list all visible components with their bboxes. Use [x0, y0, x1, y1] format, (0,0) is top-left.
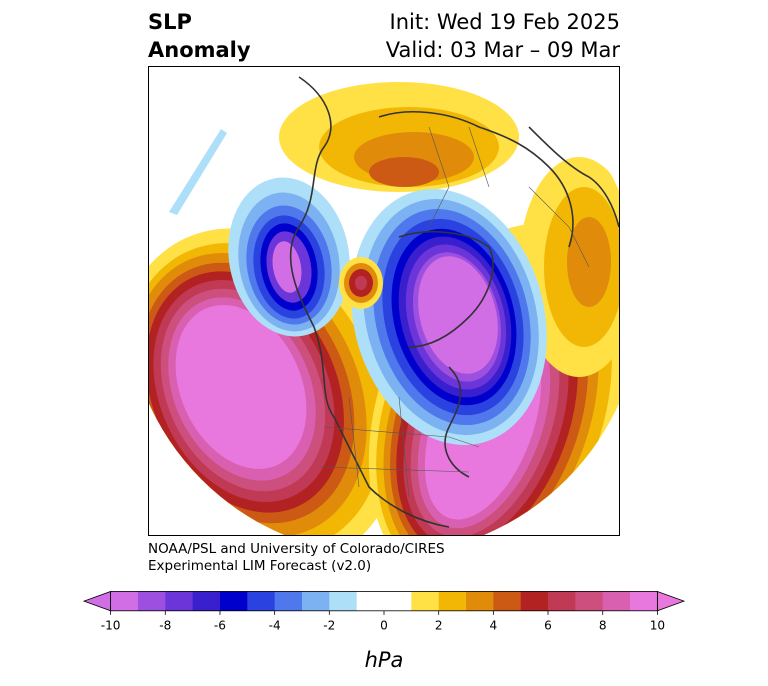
- colorbar-cell: [438, 591, 467, 611]
- colorbar: -10 -8 -6 -4 -2 0 2 4 6 8 10: [82, 590, 686, 632]
- colorbar-cell: [329, 591, 358, 611]
- colorbar-tick-label: 2: [435, 618, 443, 632]
- colorbar-tick-label: -6: [214, 618, 226, 632]
- valid-range: Valid: 03 Mar – 09 Mar: [385, 38, 620, 62]
- colorbar-cell: [575, 591, 604, 611]
- init-date: Init: Wed 19 Feb 2025: [389, 10, 620, 34]
- colorbar-max-arrow: [656, 590, 686, 612]
- colorbar-cells: [82, 590, 686, 612]
- title-line-1: SLP: [148, 10, 192, 34]
- coastlines: [289, 76, 619, 528]
- colorbar-cell: [219, 591, 248, 611]
- credit-line-1: NOAA/PSL and University of Colorado/CIRE…: [148, 541, 445, 557]
- colorbar-cell: [520, 591, 549, 611]
- colorbar-cell: [274, 591, 303, 611]
- map-title: SLP Anomaly: [148, 8, 251, 64]
- bering-low-anomaly: [228, 177, 350, 337]
- slp-anomaly-map: [148, 66, 620, 536]
- colorbar-cell: [493, 591, 522, 611]
- colorbar-cell: [548, 591, 576, 611]
- colorbar-tick-label: -8: [159, 618, 171, 632]
- colorbar-cell: [602, 591, 631, 611]
- forecast-dates: Init: Wed 19 Feb 2025 Valid: 03 Mar – 09…: [386, 8, 620, 64]
- colorbar-tick-label: -2: [323, 618, 335, 632]
- map-canvas: [149, 76, 619, 535]
- colorbar-tick-label: 6: [544, 618, 552, 632]
- colorbar-cell: [247, 591, 276, 611]
- colorbar-tick-label: -10: [101, 618, 121, 632]
- colorbar-tick-label: 0: [380, 618, 388, 632]
- colorbar-cell: [110, 591, 139, 611]
- colorbar-cell: [630, 591, 658, 611]
- colorbar-ticks: -10 -8 -6 -4 -2 0 2 4 6 8 10: [101, 610, 665, 632]
- colorbar-tick-label: -4: [269, 618, 281, 632]
- credit-line-2: Experimental LIM Forecast (v2.0): [148, 558, 372, 574]
- colorbar-cell: [466, 591, 494, 611]
- colorbar-cell: [411, 591, 440, 611]
- colorbar-tick-label: 8: [599, 618, 607, 632]
- colorbar-cell: [137, 591, 166, 611]
- colorbar-cell: [384, 591, 412, 611]
- title-line-2: Anomaly: [148, 38, 251, 62]
- arctic-low-anomaly: [351, 189, 547, 445]
- pacific-weak-low: [169, 129, 227, 215]
- eurasia-high-anomaly: [279, 82, 619, 377]
- pacific-high-anomaly: [149, 228, 402, 535]
- colorbar-unit: hPa: [364, 648, 404, 672]
- colorbar-cell: [301, 591, 330, 611]
- polar-high-anomaly: [339, 257, 383, 309]
- colorbar-tick-label: 10: [650, 618, 665, 632]
- colorbar-cell: [356, 591, 385, 611]
- borders: [318, 126, 590, 498]
- colorbar-cell: [165, 591, 194, 611]
- colorbar-tick-label: 4: [490, 618, 498, 632]
- credit-text: NOAA/PSL and University of Colorado/CIRE…: [148, 541, 445, 575]
- colorbar-min-arrow: [82, 590, 112, 612]
- colorbar-cell: [192, 591, 221, 611]
